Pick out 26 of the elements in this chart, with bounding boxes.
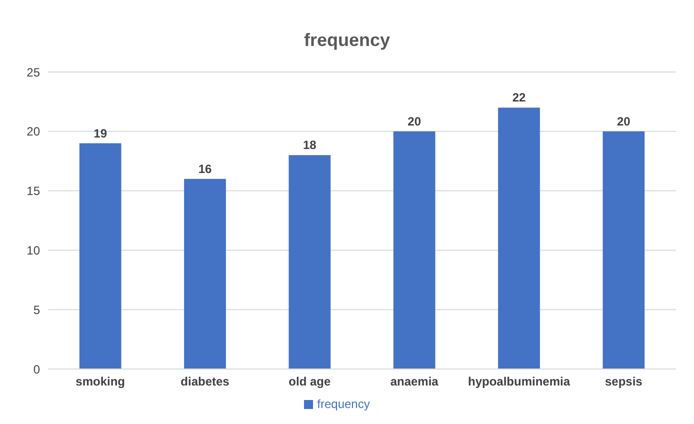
bar [79,143,122,369]
bar [184,178,226,369]
chart-title: frequency [302,29,392,52]
y-tick-label: 10 [26,243,40,258]
x-tick-label: old age [288,374,331,389]
x-tick-label: sepsis [604,374,643,389]
y-tick-label: 20 [26,124,40,139]
x-tick-label: smoking [76,374,126,389]
data-label: 20 [408,114,422,128]
y-tick-label: 15 [26,184,40,198]
legend-label: frequency [317,397,370,411]
bar [393,131,436,369]
data-label: 18 [302,138,317,152]
x-tick-label: hypoalbuminemia [468,374,570,389]
data-label: 22 [512,90,526,105]
x-tick-label: diabetes [180,374,230,389]
bar [288,155,331,369]
data-label: 16 [198,162,212,176]
bar [498,108,540,369]
data-label: 20 [616,114,631,128]
y-tick-label: 25 [26,65,40,80]
x-tick-label: anaemia [390,374,439,389]
y-tick-label: 5 [33,302,40,317]
y-tick-label: 0 [33,362,40,376]
data-label: 19 [94,126,108,140]
bar [602,131,645,369]
